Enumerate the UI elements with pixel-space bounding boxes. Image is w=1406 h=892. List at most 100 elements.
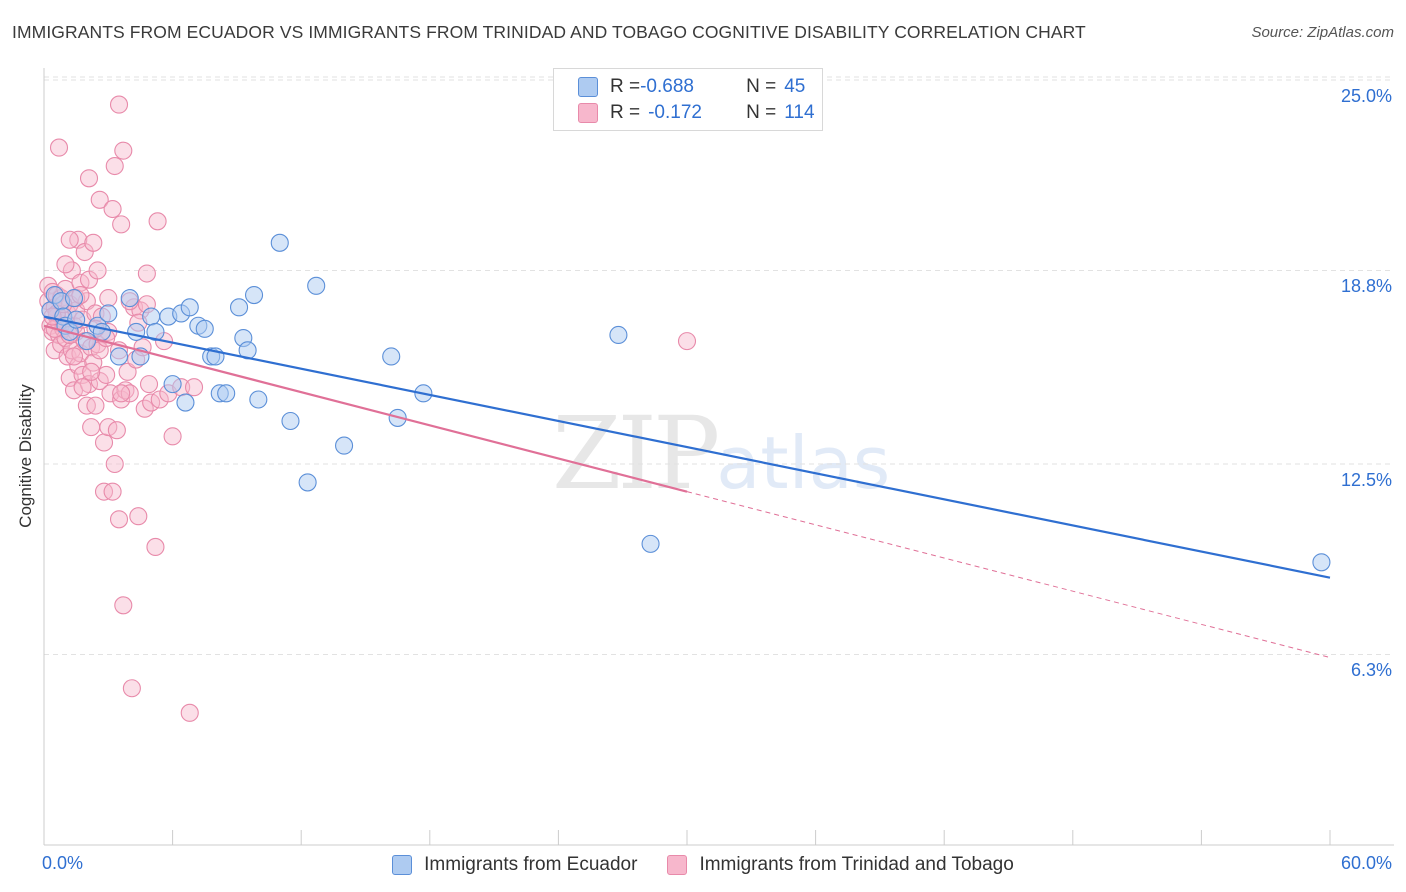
data-point-trinidad — [86, 396, 105, 415]
data-point-ecuador — [67, 310, 86, 329]
data-point-trinidad — [64, 347, 84, 366]
data-point-ecuador — [609, 325, 628, 345]
chart-title: IMMIGRANTS FROM ECUADOR VS IMMIGRANTS FR… — [12, 22, 1086, 42]
legend-label-ecuador: Immigrants from Ecuador — [424, 854, 638, 875]
data-point-ecuador — [92, 322, 111, 341]
data-point-ecuador — [163, 375, 182, 394]
data-point-ecuador — [127, 322, 146, 341]
data-point-ecuador — [99, 304, 118, 323]
watermark: ZIPatlas — [552, 395, 890, 512]
data-point-ecuador — [307, 276, 326, 295]
data-point-ecuador — [298, 473, 317, 492]
data-point-trinidad — [82, 362, 101, 381]
data-point-trinidad — [97, 365, 116, 384]
series-legend: Immigrants from Ecuador Immigrants from … — [0, 850, 1406, 880]
data-point-trinidad — [122, 679, 141, 698]
data-point-trinidad — [99, 289, 118, 308]
watermark-atlas: atlas — [716, 421, 891, 505]
data-point-trinidad — [105, 454, 124, 474]
data-point-trinidad — [103, 199, 122, 219]
data-point-trinidad — [94, 433, 114, 452]
r-label: R = — [610, 76, 641, 97]
trinidad-swatch — [578, 103, 598, 123]
data-point-ecuador — [270, 233, 289, 252]
r-label: R = — [610, 102, 641, 123]
ecuador-swatch — [578, 77, 598, 97]
data-point-ecuador — [176, 393, 195, 412]
x-tick-label-min: 0.0% — [42, 853, 84, 873]
data-point-trinidad — [56, 255, 75, 274]
n-value: 45 — [784, 76, 806, 97]
trinidad-swatch — [667, 855, 688, 875]
data-point-trinidad — [148, 212, 167, 231]
data-point-trinidad — [146, 537, 165, 556]
data-point-trinidad — [112, 384, 131, 403]
trend-lines — [43, 315, 1331, 659]
data-point-trinidad — [103, 482, 122, 501]
n-label: N = — [746, 102, 777, 123]
grid — [44, 76, 1394, 655]
x-tick-label-max: 60.0% — [1340, 853, 1392, 873]
y-tick-label: 6.3% — [1350, 660, 1392, 681]
data-point-trinidad — [129, 507, 148, 526]
data-point-ecuador — [249, 390, 268, 409]
data-point-ecuador — [195, 319, 214, 338]
data-point-ecuador — [229, 298, 249, 317]
data-point-ecuador — [146, 322, 165, 341]
data-point-trinidad — [677, 332, 697, 351]
source-label: Source: ZipAtlas.com — [1251, 24, 1394, 41]
data-point-ecuador — [109, 347, 129, 366]
data-point-ecuador — [120, 289, 139, 308]
legend-item-ecuador: Immigrants from Ecuador — [392, 854, 637, 876]
data-point-trinidad — [109, 510, 129, 529]
data-point-ecuador — [180, 298, 199, 317]
data-point-trinidad — [112, 215, 131, 234]
data-point-trinidad — [84, 233, 103, 252]
data-point-trinidad — [163, 427, 182, 446]
data-point-ecuador — [64, 289, 84, 308]
y-axis-label: Cognitive Disability — [16, 384, 35, 528]
data-point-trinidad — [90, 190, 109, 209]
data-point-trinidad — [73, 378, 92, 397]
data-point-ecuador — [142, 307, 161, 326]
legend-item-trinidad: Immigrants from Trinidad and Tobago — [667, 854, 1014, 876]
watermark-zip: ZIP — [552, 395, 720, 512]
data-point-ecuador — [217, 384, 236, 403]
series-ecuador-points — [41, 233, 1331, 572]
data-point-trinidad — [137, 264, 156, 283]
r-value: -0.172 — [648, 102, 702, 123]
y-tick-label: 25.0% — [1340, 86, 1392, 106]
data-point-ecuador — [244, 285, 264, 305]
data-point-trinidad — [114, 141, 133, 160]
y-tick-label: 12.5% — [1340, 470, 1392, 490]
trend-line-trinidad-extrapolated — [686, 491, 1331, 659]
data-point-trinidad — [107, 421, 126, 440]
data-point-trinidad — [114, 596, 133, 615]
trend-line-trinidad — [43, 324, 688, 493]
data-point-trinidad — [105, 156, 124, 176]
r-value: -0.688 — [640, 76, 694, 97]
axes — [43, 68, 1394, 846]
data-point-trinidad — [180, 703, 199, 722]
y-tick-label: 18.8% — [1340, 276, 1392, 297]
legend-label-trinidad: Immigrants from Trinidad and Tobago — [699, 854, 1014, 875]
data-point-trinidad — [118, 362, 137, 381]
data-point-trinidad — [139, 375, 159, 394]
correlation-legend: R = -0.688 N = 45 R = -0.172 N = 114 — [553, 68, 823, 131]
data-point-ecuador — [281, 411, 300, 431]
data-point-trinidad — [88, 261, 107, 280]
ecuador-swatch — [392, 855, 413, 875]
trend-line-ecuador — [43, 315, 1331, 579]
data-point-ecuador — [382, 347, 401, 366]
data-point-trinidad — [82, 418, 101, 437]
n-label: N = — [746, 76, 777, 97]
data-point-trinidad — [109, 95, 129, 114]
data-point-ecuador — [1312, 553, 1331, 572]
data-point-trinidad — [101, 384, 120, 403]
legend-row-ecuador: R = -0.688 N = 45 — [578, 75, 805, 99]
data-point-trinidad — [60, 230, 79, 249]
data-point-trinidad — [79, 169, 99, 188]
n-value: 114 — [784, 102, 815, 123]
data-point-trinidad — [49, 138, 69, 157]
